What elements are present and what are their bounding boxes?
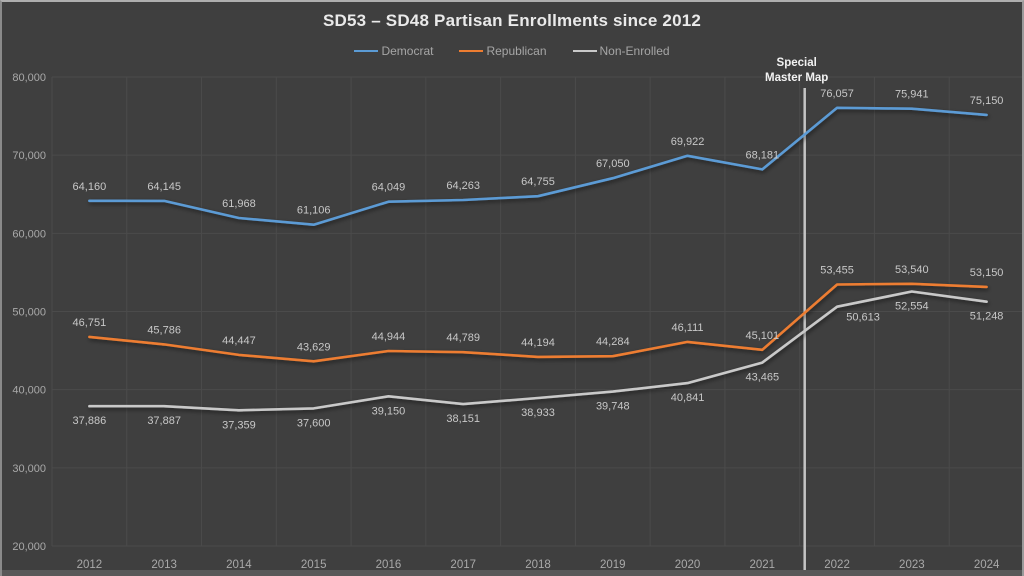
data-label-democrat: 64,263 (446, 180, 480, 192)
data-label-non-enrolled: 50,613 (846, 312, 880, 324)
annotation-line1: Special (776, 57, 817, 69)
data-label-republican: 44,447 (222, 335, 256, 347)
x-axis-tick-label: 2012 (77, 559, 103, 571)
legend: Democrat Republican Non-Enrolled (2, 44, 1022, 58)
y-axis-tick-label: 80,000 (12, 72, 46, 84)
data-label-republican: 44,789 (446, 332, 480, 344)
data-label-democrat: 69,922 (671, 136, 705, 148)
data-label-democrat: 64,755 (521, 176, 555, 188)
republican-line-swatch (459, 50, 484, 52)
data-label-republican: 53,150 (970, 267, 1004, 279)
x-axis-tick-label: 2024 (974, 559, 1000, 571)
x-axis-tick-label: 2021 (750, 559, 776, 571)
democrat-line-swatch (354, 50, 379, 52)
legend-label-non-enrolled: Non-Enrolled (599, 44, 670, 58)
series-line-non-enrolled (88, 290, 988, 412)
data-label-non-enrolled: 39,748 (596, 401, 630, 413)
data-label-non-enrolled: 37,359 (222, 419, 256, 431)
series-line-republican (88, 282, 988, 363)
data-label-non-enrolled: 40,841 (671, 392, 705, 404)
y-axis-tick-label: 70,000 (12, 150, 46, 162)
annotation-special-master-map: Special Master Map (765, 56, 828, 86)
data-label-democrat: 64,145 (147, 181, 181, 193)
data-label-republican: 45,101 (745, 330, 779, 342)
data-label-democrat: 68,181 (745, 149, 779, 161)
x-axis-tick-label: 2022 (824, 559, 850, 571)
non-enrolled-line-swatch (572, 50, 597, 52)
data-label-democrat: 64,049 (372, 182, 406, 194)
y-axis-tick-label: 40,000 (12, 385, 46, 397)
legend-item-republican[interactable]: Republican (459, 44, 547, 58)
data-label-republican: 43,629 (297, 341, 331, 353)
data-label-republican: 45,786 (147, 324, 181, 336)
x-axis-tick-label: 2020 (675, 559, 701, 571)
y-axis-tick-label: 60,000 (12, 228, 46, 240)
data-label-non-enrolled: 43,465 (745, 372, 779, 384)
data-label-non-enrolled: 52,554 (895, 301, 929, 313)
series-line-democrat (88, 106, 988, 226)
x-axis-tick-label: 2019 (600, 559, 626, 571)
x-axis-tick-label: 2013 (151, 559, 177, 571)
data-label-republican: 44,284 (596, 336, 630, 348)
y-axis-tick-label: 50,000 (12, 307, 46, 319)
annotation-line2: Master Map (765, 72, 829, 84)
legend-item-non-enrolled[interactable]: Non-Enrolled (572, 44, 670, 58)
y-axis-tick-label: 30,000 (12, 463, 46, 475)
data-label-non-enrolled: 37,886 (73, 415, 107, 427)
bottom-strip (2, 570, 1022, 576)
data-label-non-enrolled: 38,933 (521, 407, 555, 419)
data-label-non-enrolled: 37,887 (147, 415, 181, 427)
data-label-democrat: 75,941 (895, 89, 929, 101)
data-label-non-enrolled: 51,248 (970, 311, 1004, 323)
chart-title: SD53 – SD48 Partisan Enrollments since 2… (322, 11, 702, 30)
legend-label-democrat: Democrat (381, 44, 434, 58)
data-label-democrat: 75,150 (970, 95, 1004, 107)
x-axis-tick-label: 2014 (226, 559, 252, 571)
data-label-republican: 44,194 (521, 337, 555, 349)
data-label-republican: 53,455 (820, 264, 854, 276)
x-axis-tick-label: 2023 (899, 559, 925, 571)
legend-item-democrat[interactable]: Democrat (354, 44, 433, 58)
data-label-democrat: 67,050 (596, 158, 630, 170)
data-label-non-enrolled: 37,600 (297, 417, 331, 429)
data-label-republican: 46,751 (73, 317, 107, 329)
data-label-democrat: 76,057 (820, 88, 854, 100)
data-label-democrat: 64,160 (73, 181, 107, 193)
data-label-republican: 53,540 (895, 264, 929, 276)
x-axis-tick-label: 2017 (450, 559, 476, 571)
data-label-non-enrolled: 39,150 (372, 405, 406, 417)
data-label-democrat: 61,968 (222, 198, 256, 210)
x-axis-tick-label: 2018 (525, 559, 551, 571)
data-label-republican: 46,111 (672, 322, 704, 334)
y-axis-tick-label: 20,000 (12, 541, 46, 553)
legend-label-republican: Republican (486, 44, 547, 58)
x-axis-tick-label: 2015 (301, 559, 327, 571)
data-label-non-enrolled: 38,151 (446, 413, 480, 425)
x-axis-tick-label: 2016 (376, 559, 402, 571)
data-label-republican: 44,944 (372, 331, 406, 343)
data-label-democrat: 61,106 (297, 205, 331, 217)
